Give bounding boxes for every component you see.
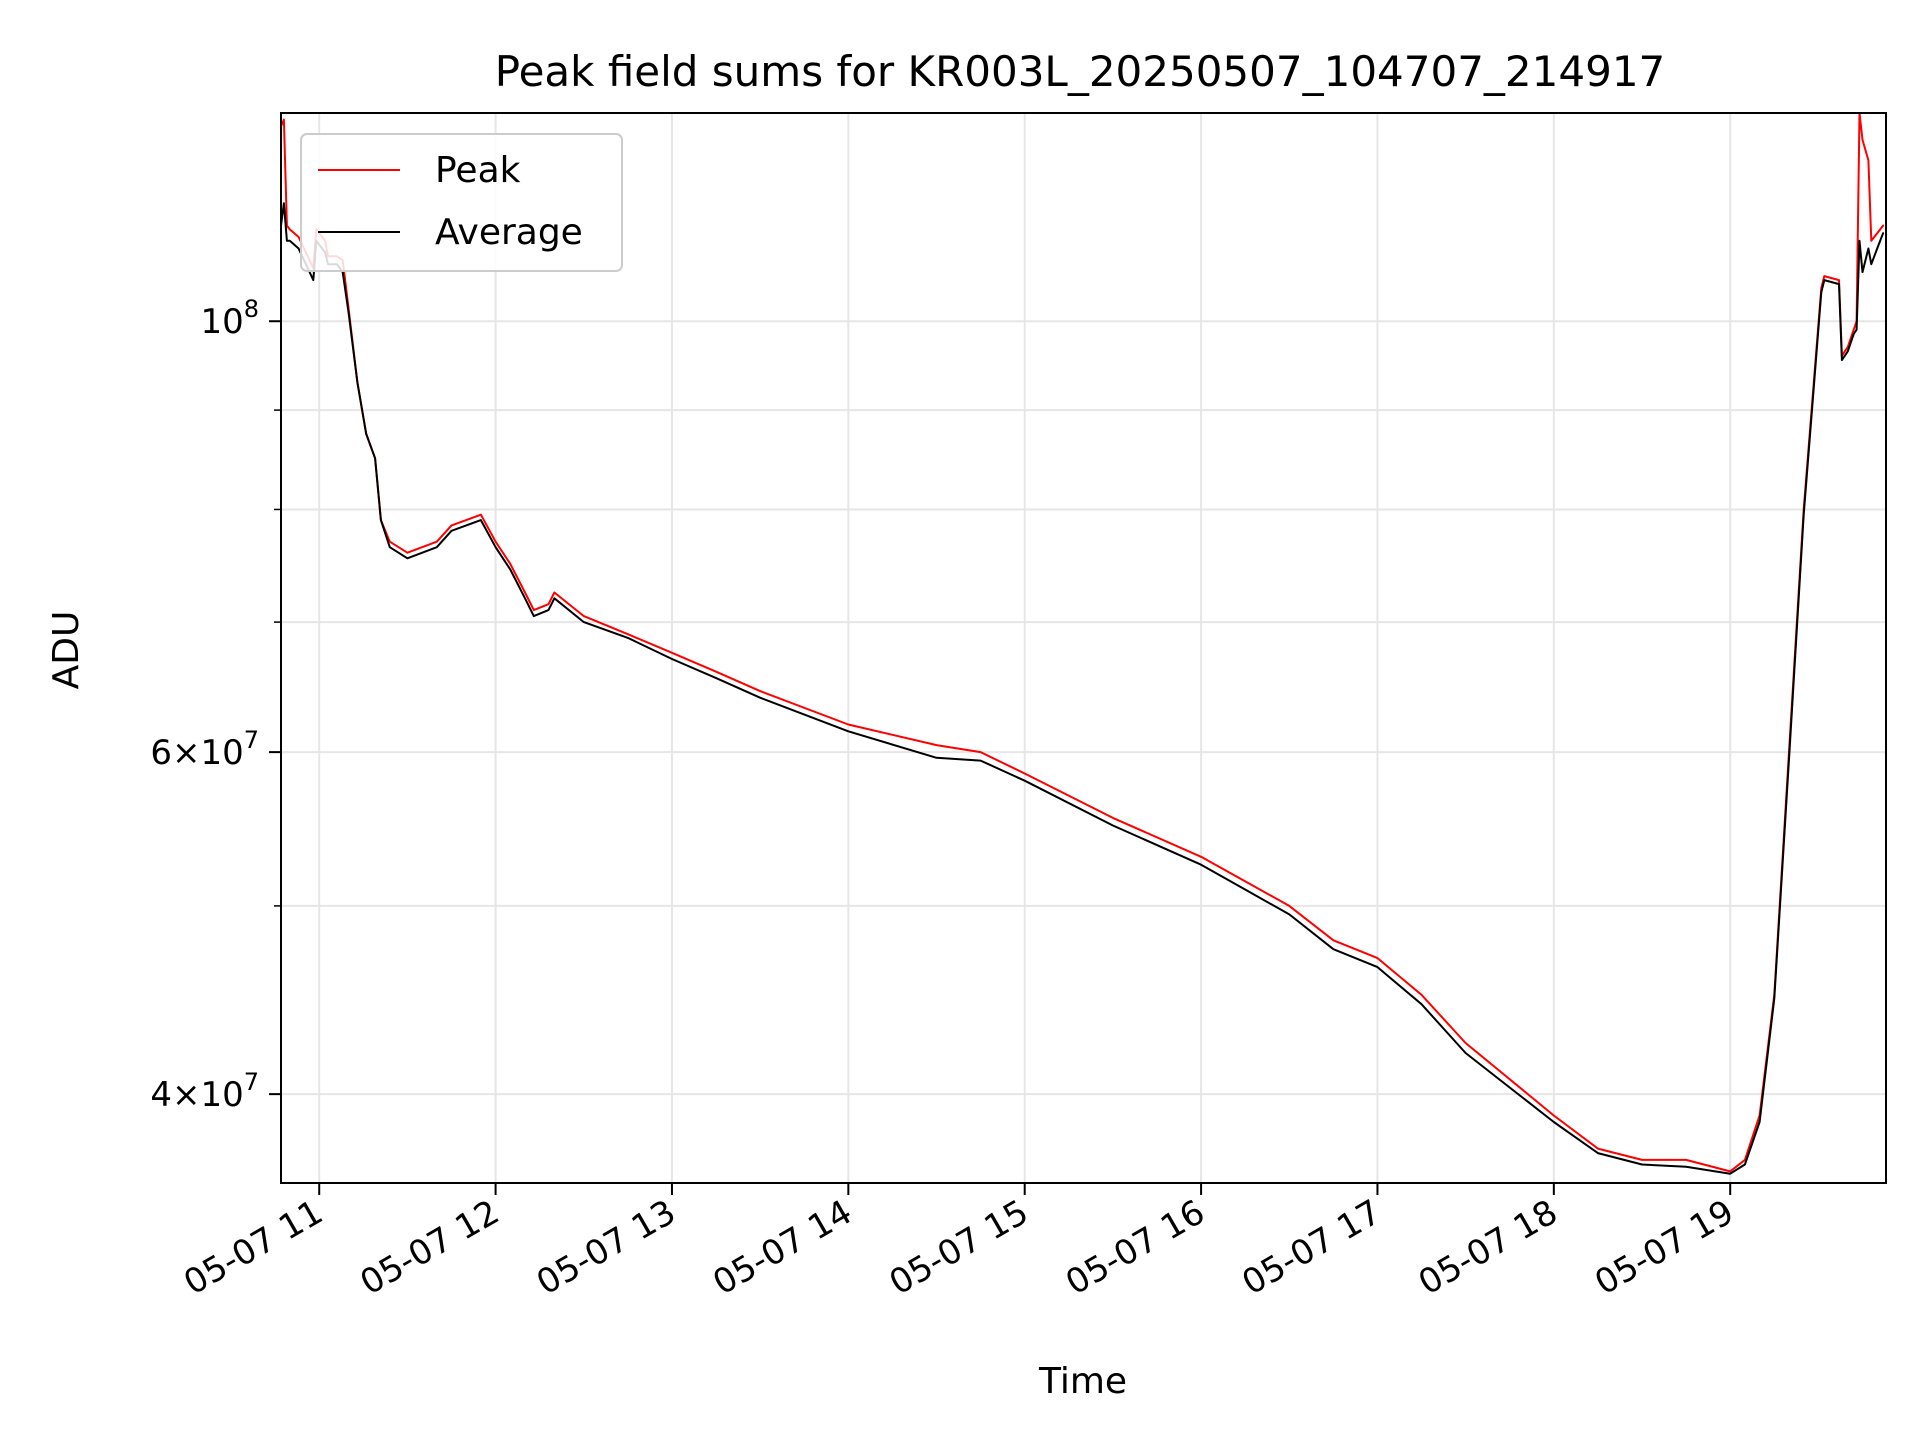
series-average-line	[280, 202, 1885, 1175]
legend-label: Average	[435, 212, 583, 253]
y-axis-label: ADU	[46, 611, 87, 690]
series-layer	[280, 112, 1885, 1175]
y-tick-label: 108	[200, 295, 259, 342]
legend-label: Peak	[435, 150, 521, 191]
x-axis-label: Time	[1038, 1361, 1127, 1402]
legend: Peak Average	[300, 133, 623, 272]
y-tick-label: 6×107	[150, 726, 259, 773]
y-tick-label: 4×107	[150, 1068, 259, 1115]
y-axis: 108 6×107 4×107	[150, 295, 281, 1115]
grid	[281, 113, 1886, 1183]
legend-box	[300, 133, 623, 272]
chart-title: Peak field sums for KR003L_20250507_1047…	[495, 47, 1666, 96]
plot-frame	[280, 112, 1887, 1184]
